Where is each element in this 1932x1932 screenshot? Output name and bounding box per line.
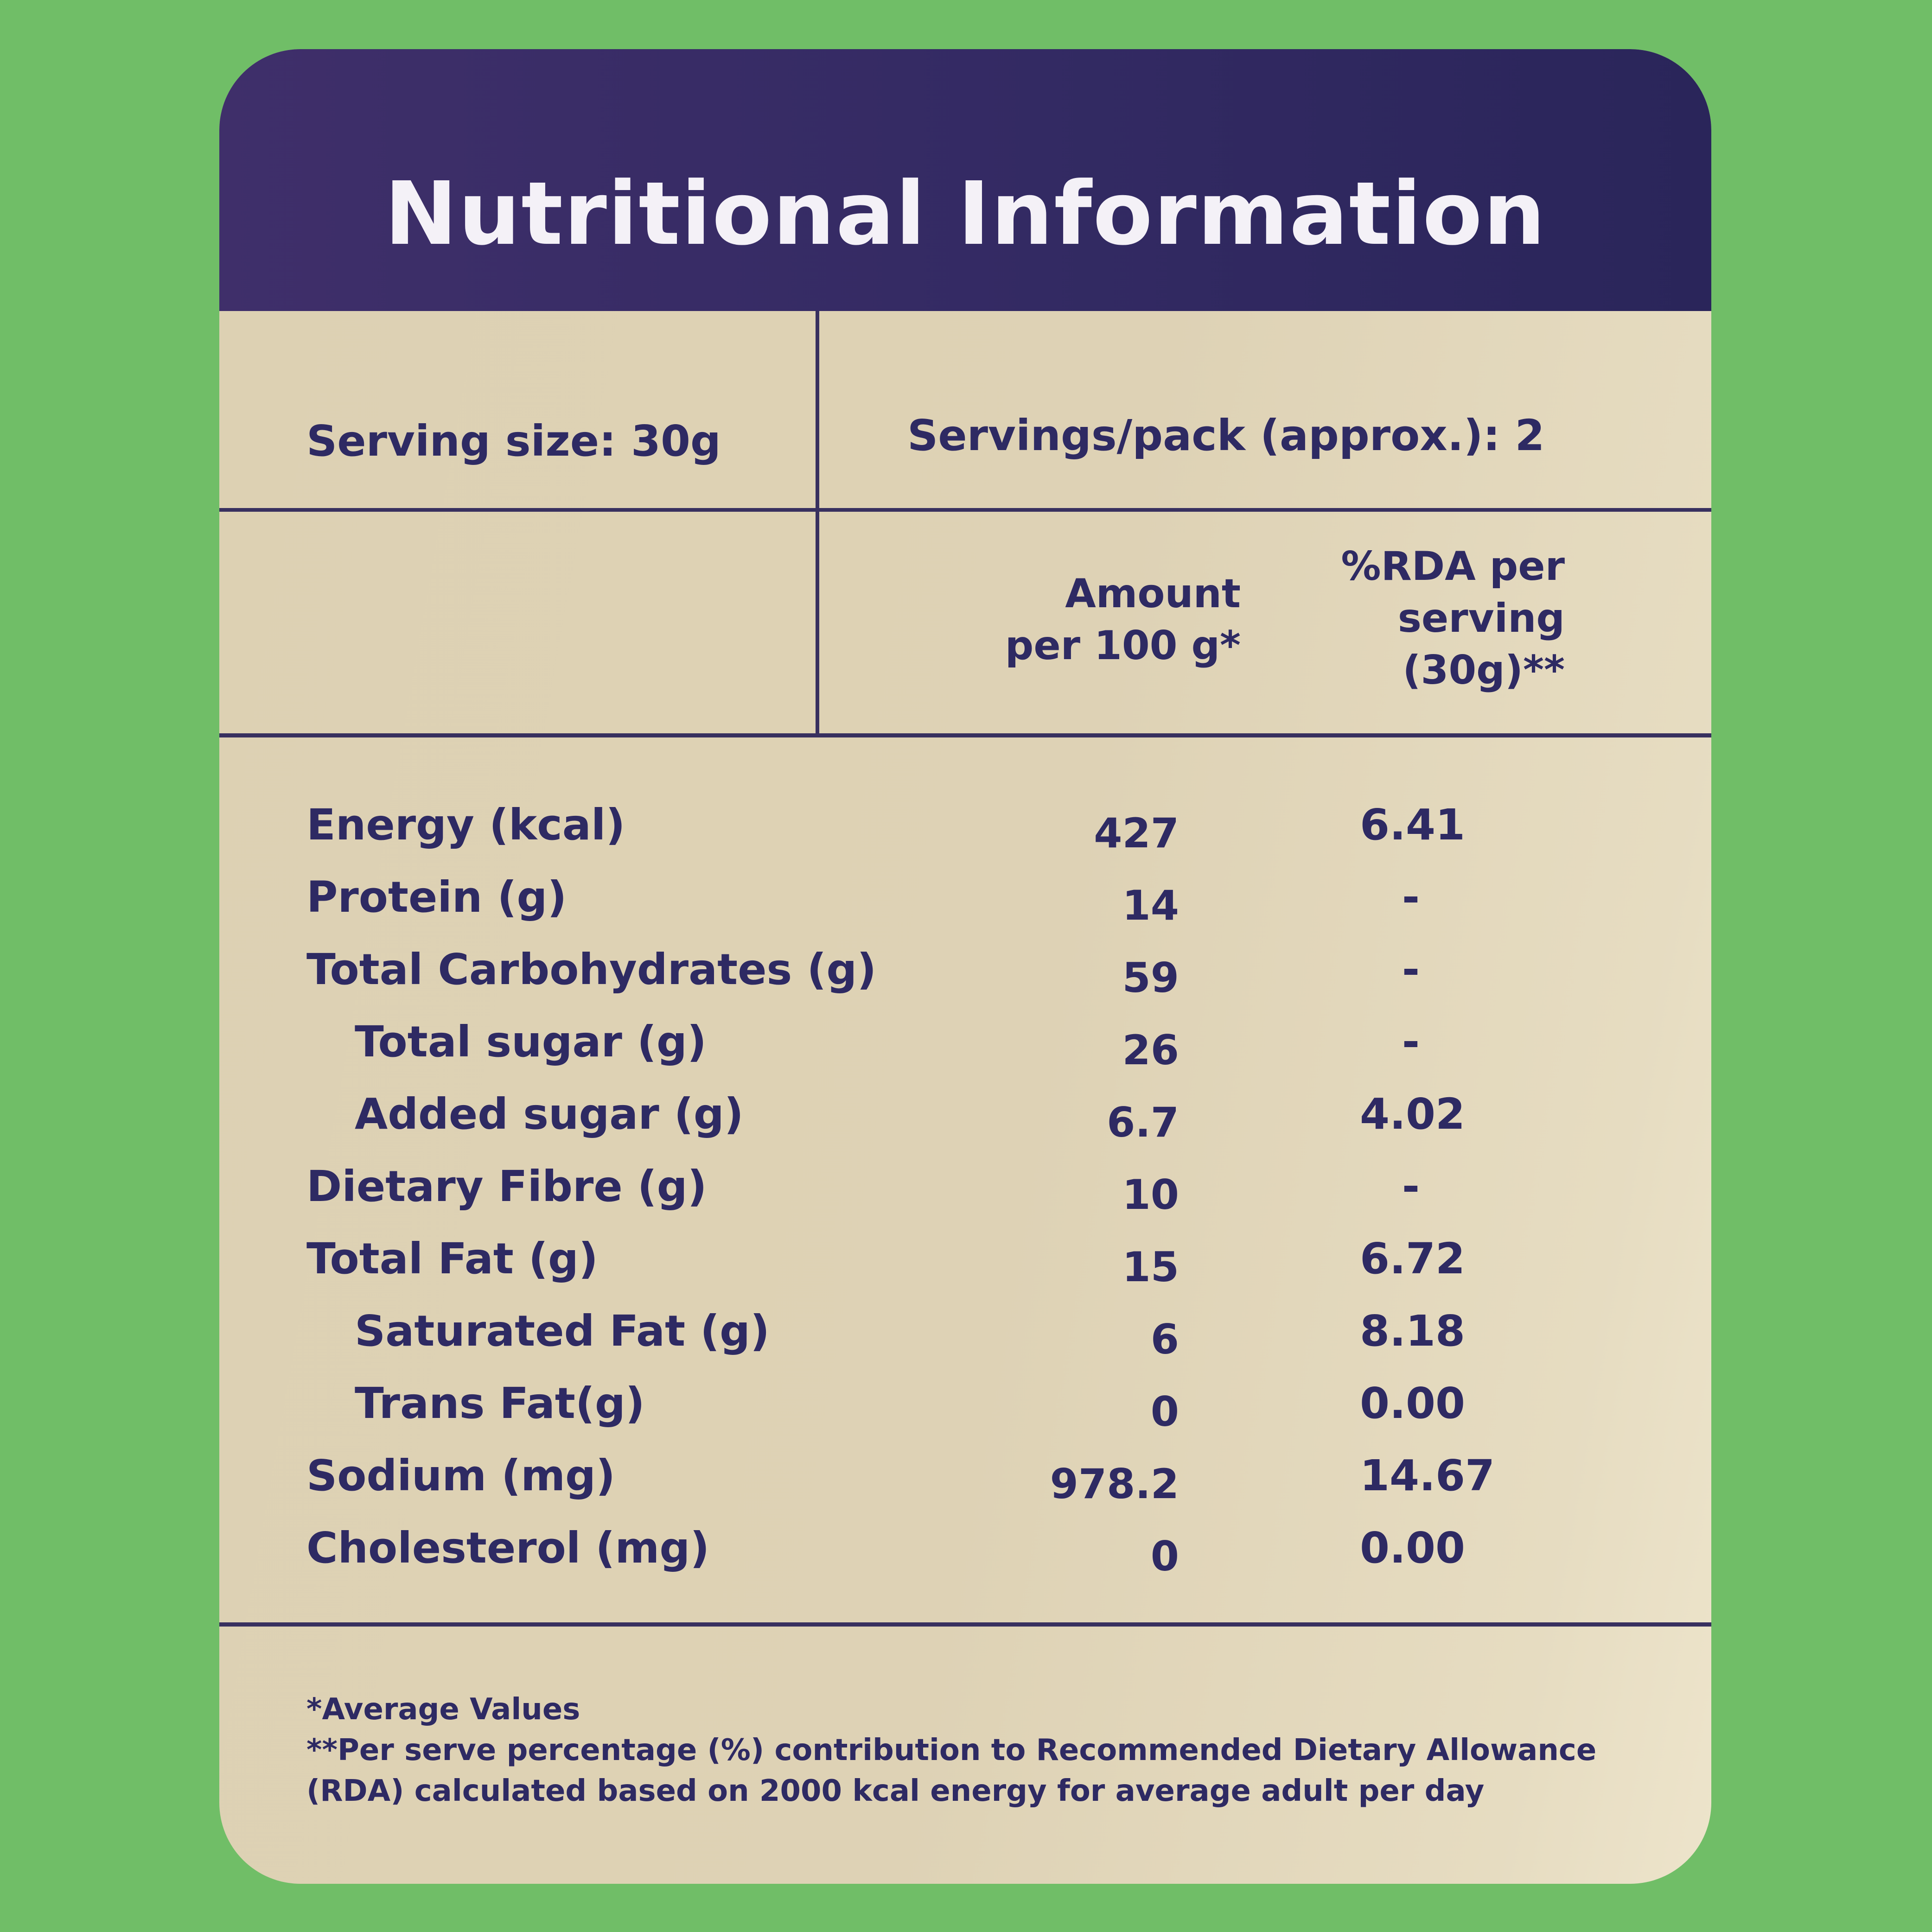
nutrient-row-protein: Protein (g) 14 - bbox=[219, 876, 1711, 946]
nutrient-label: Saturated Fat (g) bbox=[355, 1306, 770, 1356]
nutrient-label: Energy (kcal) bbox=[306, 800, 625, 850]
footnotes: *Average Values **Per serve percentage (… bbox=[306, 1689, 1596, 1811]
nutrient-label: Total Carbohydrates (g) bbox=[306, 945, 877, 994]
amount-column-header: Amount per 100 g* bbox=[916, 568, 1241, 672]
amount-header-line1: Amount bbox=[1065, 571, 1241, 617]
nutrient-amount: 0 bbox=[1150, 1532, 1179, 1580]
nutrient-label: Sodium (mg) bbox=[306, 1451, 616, 1500]
nutrient-amount: 0 bbox=[1150, 1388, 1179, 1436]
nutrient-amount: 15 bbox=[1122, 1243, 1179, 1291]
nutrient-amount: 14 bbox=[1122, 882, 1179, 929]
servings-per-pack: Servings/pack (approx.): 2 bbox=[907, 411, 1545, 460]
nutrient-amount: 59 bbox=[1122, 954, 1179, 1002]
nutrient-label: Trans Fat(g) bbox=[355, 1379, 645, 1428]
nutrient-amount: 6 bbox=[1150, 1316, 1179, 1363]
nutrition-label-card: Nutritional Information Serving size: 30… bbox=[219, 49, 1711, 1884]
nutrient-rda: - bbox=[1402, 1162, 1420, 1211]
nutrient-amount: 427 bbox=[1094, 809, 1179, 857]
rda-header-line2: serving bbox=[1397, 595, 1565, 642]
nutrient-rda: 6.41 bbox=[1360, 800, 1465, 850]
nutrient-rda: 14.67 bbox=[1360, 1451, 1495, 1500]
row-divider-footnotes bbox=[219, 1622, 1711, 1627]
nutrient-row-dietary-fibre: Dietary Fibre (g) 10 - bbox=[219, 1165, 1711, 1235]
row-divider-header bbox=[219, 733, 1711, 737]
nutrient-label: Total sugar (g) bbox=[355, 1017, 707, 1067]
nutrient-rda: 6.72 bbox=[1360, 1234, 1465, 1284]
nutrient-rda: - bbox=[1402, 1017, 1420, 1067]
nutrient-row-total-fat: Total Fat (g) 15 6.72 bbox=[219, 1238, 1711, 1307]
nutrient-label: Total Fat (g) bbox=[306, 1234, 598, 1284]
nutrient-row-carbohydrates: Total Carbohydrates (g) 59 - bbox=[219, 948, 1711, 1018]
nutrient-label: Cholesterol (mg) bbox=[306, 1523, 710, 1573]
nutrient-row-sodium: Sodium (mg) 978.2 14.67 bbox=[219, 1455, 1711, 1524]
nutrient-row-total-sugar: Total sugar (g) 26 - bbox=[219, 1021, 1711, 1090]
footnote-rda-line1: **Per serve percentage (%) contribution … bbox=[306, 1733, 1597, 1767]
footnote-average-values: *Average Values bbox=[306, 1692, 580, 1727]
footnote-rda-line2: (RDA) calculated based on 2000 kcal ener… bbox=[306, 1774, 1485, 1808]
nutrient-row-added-sugar: Added sugar (g) 6.7 4.02 bbox=[219, 1093, 1711, 1163]
amount-header-line2: per 100 g* bbox=[1005, 623, 1241, 669]
row-divider-serving bbox=[219, 508, 1711, 512]
column-divider bbox=[816, 311, 819, 737]
nutrient-rda: - bbox=[1402, 945, 1420, 994]
nutrient-row-saturated-fat: Saturated Fat (g) 6 8.18 bbox=[219, 1310, 1711, 1379]
nutrient-label: Dietary Fibre (g) bbox=[306, 1162, 707, 1211]
nutrient-amount: 10 bbox=[1122, 1171, 1179, 1219]
rda-column-header: %RDA per serving (30g)** bbox=[1240, 540, 1565, 696]
label-header: Nutritional Information bbox=[219, 49, 1711, 311]
nutrient-row-trans-fat: Trans Fat(g) 0 0.00 bbox=[219, 1382, 1711, 1452]
nutrient-rda: 4.02 bbox=[1360, 1089, 1465, 1139]
nutrient-amount: 26 bbox=[1122, 1026, 1179, 1074]
rda-header-line3: (30g)** bbox=[1403, 647, 1565, 693]
nutrient-rda: 0.00 bbox=[1360, 1379, 1465, 1428]
nutrient-rda: - bbox=[1402, 872, 1420, 922]
nutrient-row-energy: Energy (kcal) 427 6.41 bbox=[219, 804, 1711, 873]
label-title: Nutritional Information bbox=[384, 163, 1546, 265]
rda-header-line1: %RDA per bbox=[1341, 543, 1565, 590]
serving-size: Serving size: 30g bbox=[306, 416, 721, 466]
nutrient-row-cholesterol: Cholesterol (mg) 0 0.00 bbox=[219, 1527, 1711, 1596]
nutrient-amount: 6.7 bbox=[1107, 1099, 1179, 1146]
nutrient-label: Protein (g) bbox=[306, 872, 567, 922]
nutrient-rda: 8.18 bbox=[1360, 1306, 1465, 1356]
nutrient-rda: 0.00 bbox=[1360, 1523, 1465, 1573]
nutrient-label: Added sugar (g) bbox=[355, 1089, 744, 1139]
nutrient-amount: 978.2 bbox=[1050, 1460, 1179, 1508]
